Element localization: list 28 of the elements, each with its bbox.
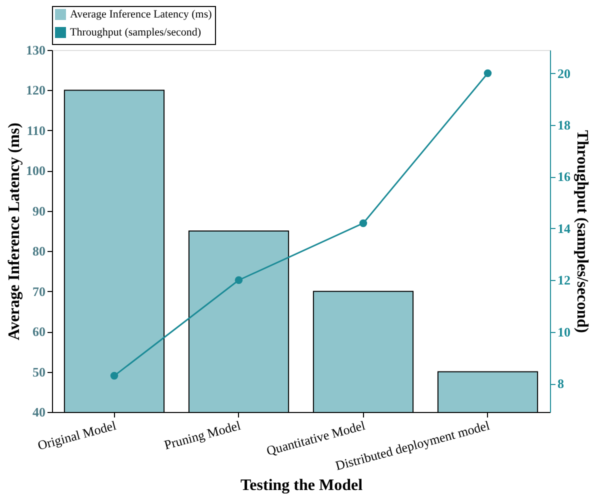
x-tick-label: Pruning Model	[162, 417, 242, 452]
y-tick-label: 70	[32, 284, 46, 299]
y-tick-label: 80	[32, 244, 46, 259]
point	[484, 69, 492, 78]
y-tick-label: 50	[32, 364, 46, 380]
y2-tick-label: 16	[558, 169, 571, 184]
y-axis-title: Average Inference Latency (ms)	[6, 122, 23, 340]
point	[234, 276, 243, 284]
y2-tick-label: 10	[558, 324, 570, 340]
point	[359, 219, 368, 228]
y-tick-label: 120	[26, 82, 46, 98]
y-tick-label: 130	[26, 42, 46, 58]
legend-label: Average Inference Latency (ms)	[70, 8, 212, 20]
legend-label: Throughput (samples/second)	[70, 26, 202, 38]
y-tick-label: 110	[26, 122, 46, 138]
point	[110, 372, 118, 380]
y-tick-label: 60	[32, 324, 46, 340]
y2-tick-label: 14	[558, 220, 571, 236]
y2-tick-label: 8	[558, 376, 564, 392]
y-tick-label: 100	[26, 163, 46, 178]
y-tick-label: 40	[32, 404, 46, 420]
y2-tick-label: 12	[558, 272, 570, 288]
y2-tick-label: 18	[558, 117, 571, 132]
y2-axis-title: Throughput (samples/second)	[574, 130, 590, 333]
x-tick-label: Original Model	[36, 417, 118, 453]
x-axis-title: Testing the Model	[240, 477, 364, 494]
y-tick-label: 90	[32, 203, 46, 218]
y2-tick-label: 20	[558, 66, 570, 81]
